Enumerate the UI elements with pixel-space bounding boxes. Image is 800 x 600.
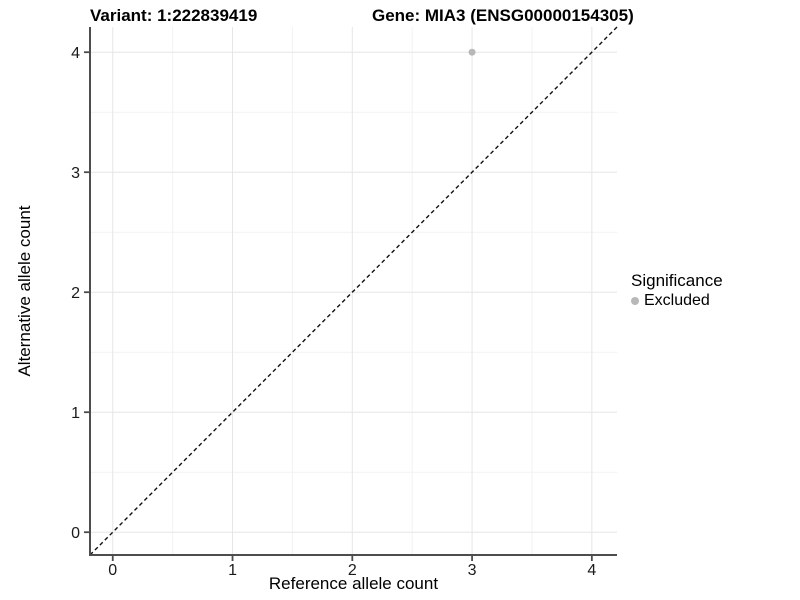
legend: Significance Excluded (631, 271, 723, 310)
identity-dashed-line (89, 26, 618, 556)
y-tick-label: 3 (71, 165, 80, 182)
x-tick-label: 4 (587, 562, 596, 579)
x-tick-label: 2 (348, 562, 357, 579)
plot-title-variant: Variant: 1:222839419 (90, 6, 258, 25)
plot-title-gene: Gene: MIA3 (ENSG00000154305) (372, 6, 634, 25)
y-tick-label: 2 (71, 285, 80, 302)
y-tick-label: 1 (71, 405, 80, 422)
y-axis-label: Alternative allele count (15, 205, 34, 377)
x-tick-label: 1 (228, 562, 237, 579)
x-tick-label: 0 (108, 562, 117, 579)
data-point (468, 48, 476, 56)
legend-point-swatch-icon (631, 296, 639, 305)
x-tick-label: 3 (468, 562, 477, 579)
legend-item-label: Excluded (644, 292, 710, 309)
y-tick-label: 4 (71, 45, 80, 62)
legend-title: Significance (631, 271, 723, 290)
x-axis-label: Reference allele count (268, 574, 439, 593)
y-tick-label: 0 (71, 525, 80, 542)
legend-item-excluded: Excluded (631, 291, 723, 310)
